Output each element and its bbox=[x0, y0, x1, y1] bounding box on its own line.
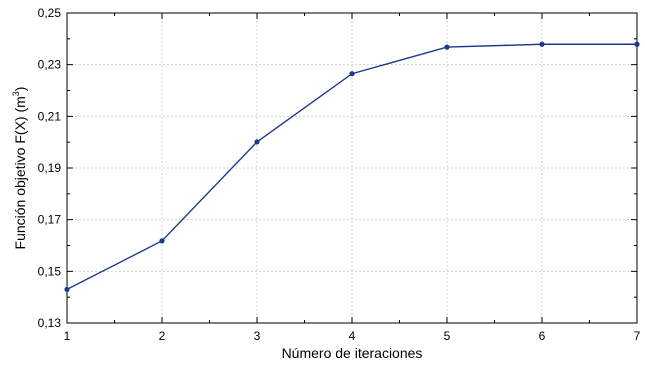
y-tick-label: 0,13 bbox=[38, 316, 62, 330]
y-axis-title-main: Función objetivo F(X) (m bbox=[12, 96, 28, 249]
data-point bbox=[64, 286, 70, 293]
grid-lines bbox=[67, 13, 637, 323]
x-axis-title: Número de iteraciones bbox=[282, 345, 423, 361]
y-tick-label: 0,23 bbox=[38, 58, 62, 72]
axis-ticks bbox=[66, 12, 638, 324]
data-point bbox=[444, 44, 450, 50]
y-tick-labels: 0,13 0,15 0,17 0,19 0,21 0,23 0,25 bbox=[38, 6, 62, 330]
y-tick-label: 0,15 bbox=[38, 264, 62, 278]
series-layer bbox=[64, 41, 640, 293]
x-tick-label: 4 bbox=[349, 329, 356, 343]
x-tick-label: 1 bbox=[64, 329, 71, 343]
y-tick-label: 0,19 bbox=[38, 161, 62, 175]
data-point bbox=[634, 41, 640, 47]
data-point bbox=[254, 139, 260, 145]
data-point bbox=[349, 71, 355, 77]
x-tick-label: 6 bbox=[539, 329, 546, 343]
y-axis-title-suffix: ) bbox=[12, 87, 28, 92]
x-tick-label: 5 bbox=[444, 329, 451, 343]
data-point bbox=[159, 238, 165, 244]
y-tick-label: 0,25 bbox=[38, 6, 62, 20]
data-point bbox=[539, 41, 545, 47]
x-tick-label: 7 bbox=[634, 329, 641, 343]
y-axis-title-superscript: 3 bbox=[11, 91, 21, 96]
y-tick-label: 0,17 bbox=[38, 213, 62, 227]
x-tick-labels: 1 2 3 4 5 6 7 bbox=[64, 329, 641, 343]
x-tick-label: 2 bbox=[159, 329, 166, 343]
x-tick-label: 3 bbox=[254, 329, 261, 343]
y-tick-label: 0,21 bbox=[38, 109, 62, 123]
y-axis-title: Función objetivo F(X) (m3) bbox=[11, 87, 28, 250]
